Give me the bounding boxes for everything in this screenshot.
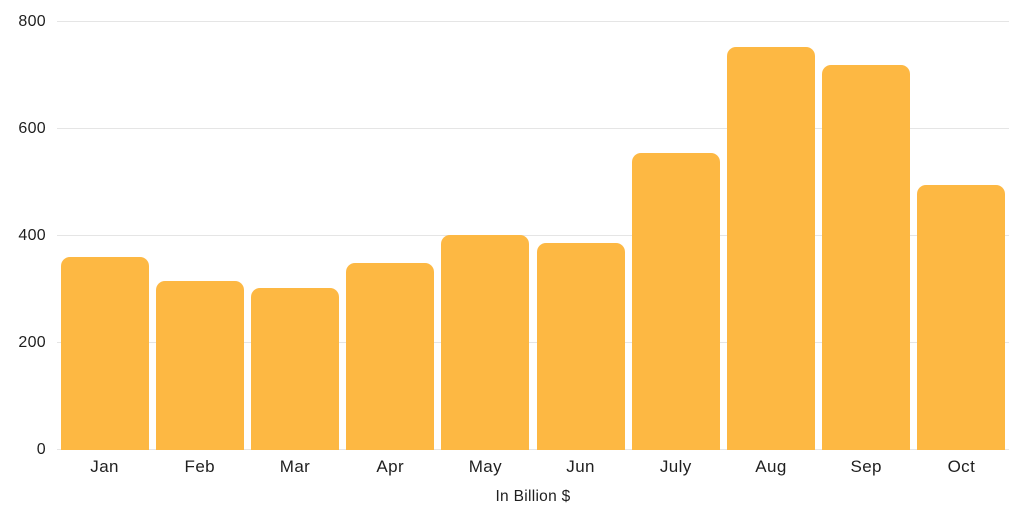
bar-jun[interactable] [536,242,625,450]
bar-oct[interactable] [917,185,1006,450]
plot-area [57,21,1009,450]
gridline [57,21,1009,22]
x-tick-label: Feb [184,457,216,476]
x-tick-label: Jan [90,457,119,476]
bar-mar[interactable] [251,287,339,450]
bar-july[interactable] [631,152,720,450]
gridline [57,128,1009,129]
x-tick-label: Apr [376,457,405,476]
x-tick-label: Sep [850,457,882,476]
x-tick-label: Aug [755,457,787,476]
bar-feb[interactable] [155,280,244,450]
x-tick-label: May [468,457,503,476]
gridline [57,449,1009,450]
y-tick-label: 800 [18,13,46,30]
y-tick-label: 200 [18,334,46,351]
x-tick-label: Mar [279,457,311,476]
bar-sep[interactable] [822,65,911,450]
gridline [57,235,1009,236]
bar-jan[interactable] [60,256,149,450]
bar-aug[interactable] [727,47,815,450]
x-tick-label: Jun [566,457,595,476]
gridline [57,342,1009,343]
x-tick-label: Oct [947,457,976,476]
y-tick-label: 400 [18,227,46,244]
x-tick-label: July [659,457,692,476]
bar-may[interactable] [441,235,530,450]
x-axis-title: In Billion $ [495,488,571,505]
y-axis: 0 200 400 600 800 [0,13,46,458]
bar-apr[interactable] [346,262,435,450]
x-axis: Jan Feb Mar Apr May Jun July Aug Sep Oct [57,457,1009,481]
y-tick-label: 0 [36,441,46,458]
y-tick-label: 600 [18,120,46,137]
